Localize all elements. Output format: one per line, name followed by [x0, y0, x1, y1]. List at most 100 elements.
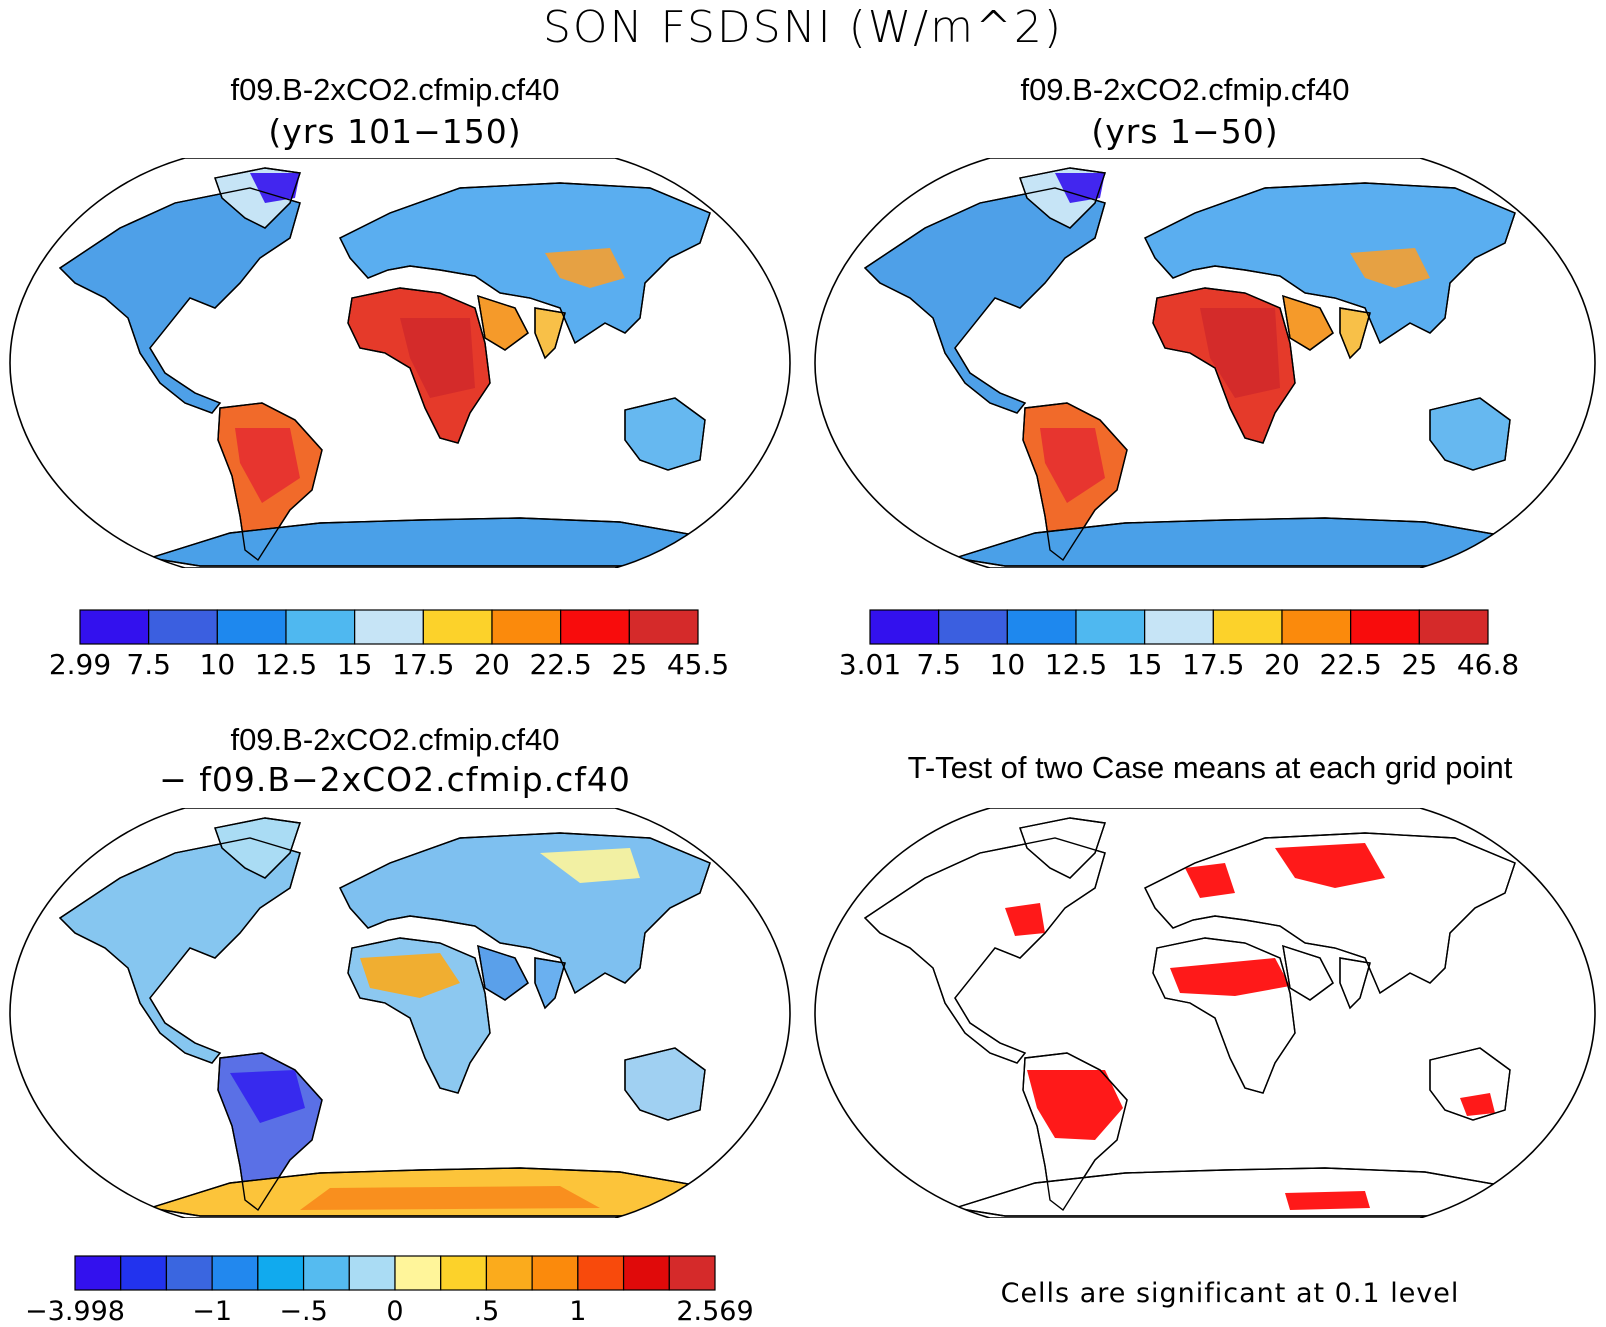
- colorbar-label: −3.998: [25, 1296, 125, 1327]
- coastline-eurasia: [339, 182, 711, 345]
- colorbar-box: [628, 609, 699, 645]
- field-region-sahara-sig: [1170, 958, 1290, 996]
- panel-title-ttest: T-Test of two Case means at each grid po…: [907, 750, 1513, 785]
- map-frame: [9, 158, 791, 568]
- map-ttest: [814, 808, 1596, 1218]
- panel-subtitle-case2: (yrs 1−50): [1091, 112, 1279, 151]
- colorbar-box: [348, 1255, 396, 1291]
- map-case1: [9, 158, 791, 568]
- field-region-eurasia-hot: [545, 248, 625, 288]
- panel-subtitle-case1: (yrs 101−150): [268, 112, 522, 151]
- coastline-antarctica: [149, 517, 742, 567]
- colorbar-box: [1212, 609, 1283, 645]
- colorbar-box: [216, 609, 287, 645]
- colorbar-box: [560, 609, 630, 645]
- colorbar-box: [120, 1255, 168, 1291]
- colorbar-box: [165, 1255, 213, 1291]
- field-region-africa-core: [400, 318, 475, 398]
- coastline-greenland: [1019, 817, 1106, 879]
- coastline-india: [534, 957, 566, 1010]
- coastline-eurasia: [1144, 832, 1516, 995]
- field-region-eurasia-hot: [1350, 248, 1430, 288]
- coastline-greenland: [214, 817, 301, 879]
- colorbar-label: 46.8: [1457, 648, 1519, 681]
- colorbar-label: 45.5: [667, 648, 729, 681]
- map-case2: [814, 158, 1596, 568]
- colorbar-label: 20: [1264, 648, 1300, 681]
- field-region-aus-sig: [1460, 1093, 1495, 1116]
- colorbar-box: [148, 609, 218, 645]
- coastline-india: [1339, 957, 1371, 1010]
- map-frame: [9, 808, 791, 1218]
- field-region-africa-core: [1200, 308, 1280, 398]
- coastline-south-america: [217, 402, 323, 562]
- map-frame: [814, 158, 1596, 568]
- colorbar-box: [869, 609, 940, 645]
- colorbar-box: [531, 1255, 579, 1291]
- coastline-australia: [1429, 1047, 1511, 1121]
- field-region-greenland-dark: [250, 173, 300, 203]
- colorbar-label: 2.569: [676, 1296, 753, 1327]
- panel-title-case2: f09.B-2xCO2.cfmip.cf40: [1020, 72, 1350, 107]
- coastline-australia: [624, 397, 706, 471]
- figure-title: SON FSDSNI (W/m^2): [543, 2, 1063, 53]
- coastline-eurasia: [1144, 182, 1516, 345]
- colorbar-box: [1075, 609, 1146, 645]
- land-layer: [863, 817, 1547, 1217]
- colorbar-box: [422, 609, 493, 645]
- colorbar-label: 22.5: [1319, 648, 1381, 681]
- colorbar-label: −.5: [279, 1296, 327, 1327]
- coastline-africa: [1152, 287, 1296, 444]
- coastline-north-america: [863, 837, 1106, 1064]
- colorbar-label: 22.5: [529, 648, 591, 681]
- colorbar-label: 15: [1127, 648, 1163, 681]
- colorbar-label: −1: [192, 1296, 232, 1327]
- colorbar-label: 15: [337, 648, 373, 681]
- colorbar-box: [79, 609, 150, 645]
- field-region-sa-core: [235, 428, 300, 503]
- colorbar-label: 25: [612, 648, 648, 681]
- land-layer: [58, 167, 742, 567]
- coastline-north-america: [863, 187, 1106, 414]
- coastline-india: [1339, 307, 1371, 360]
- coastline-africa: [347, 287, 491, 444]
- panel-title-case1: f09.B-2xCO2.cfmip.cf40: [230, 72, 560, 107]
- map-diff: [9, 808, 791, 1218]
- land-layer: [58, 817, 742, 1217]
- coastline-north-america: [58, 187, 301, 414]
- field-region-amazon-sig: [1027, 1070, 1123, 1140]
- coastline-south-america: [1022, 402, 1128, 562]
- colorbar-box: [1144, 609, 1214, 645]
- field-region-greenland-dark: [1055, 173, 1105, 203]
- coastline-antarctica: [954, 1167, 1547, 1217]
- colorbar-box: [257, 1255, 305, 1291]
- colorbar-label: 3.01: [840, 648, 901, 681]
- field-region-amazon-cool: [230, 1070, 305, 1123]
- colorbar-label: 10: [200, 648, 236, 681]
- colorbar-box: [622, 1255, 670, 1291]
- colorbar-box: [394, 1255, 442, 1291]
- map-frame: [814, 808, 1596, 1218]
- coastline-antarctica: [149, 1167, 742, 1217]
- coastline-australia: [1429, 397, 1511, 471]
- colorbar-box: [1418, 609, 1489, 645]
- colorbar-label: 1: [569, 1296, 586, 1327]
- colorbar-case1: 2.99 7.5 10 12.5 15 17.5 20 22.5 25 45.5: [49, 609, 729, 681]
- colorbar-box: [285, 609, 356, 645]
- colorbar-label: 20: [474, 648, 510, 681]
- coastline-india: [534, 307, 566, 360]
- colorbar-box: [668, 1255, 716, 1291]
- coastline-arabia: [1282, 294, 1334, 351]
- colorbar-box: [938, 609, 1008, 645]
- colorbar-case2: 3.01 7.5 10 12.5 15 17.5 20 22.5 25 46.8: [840, 609, 1519, 681]
- colorbar-label: 0: [386, 1296, 403, 1327]
- coastline-south-america: [217, 1052, 323, 1212]
- field-region-eurasia-sig: [1275, 843, 1385, 888]
- colorbar-diff: −3.998 −1 −.5 0 .5 1 2.569: [25, 1255, 754, 1327]
- coastline-arabia: [477, 294, 529, 351]
- colorbar-box: [485, 1255, 533, 1291]
- colorbar-label: 12.5: [1045, 648, 1107, 681]
- field-region-sa-core: [1040, 428, 1105, 503]
- field-region-siberia-warm: [540, 848, 640, 883]
- panel-title-diff: f09.B-2xCO2.cfmip.cf40: [230, 722, 560, 757]
